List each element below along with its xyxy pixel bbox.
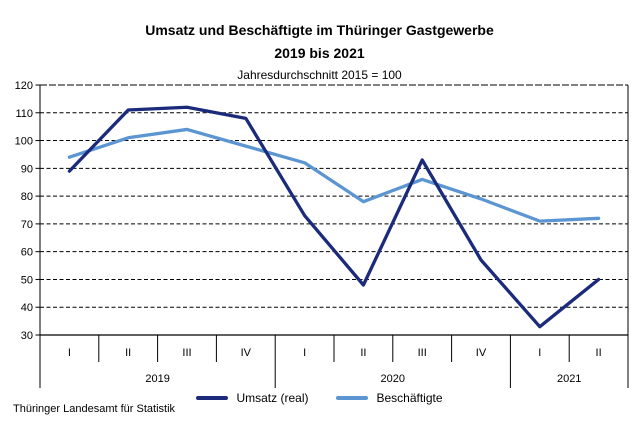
y-tick-label: 50 xyxy=(21,274,33,286)
year-label: 2020 xyxy=(381,373,405,385)
beschaeftigte-line-swatch-icon xyxy=(336,396,369,400)
y-tick-label: 120 xyxy=(15,80,33,92)
y-tick-label: 100 xyxy=(15,136,33,148)
year-label: 2019 xyxy=(145,373,169,385)
year-label: 2021 xyxy=(557,373,581,385)
umsatz-real-line xyxy=(67,105,601,329)
quarter-label: II xyxy=(596,347,602,359)
quarter-label: II xyxy=(360,347,366,359)
y-tick-label: 80 xyxy=(21,191,33,203)
besch-ftigte-line xyxy=(67,127,601,223)
quarter-label: I xyxy=(538,347,541,359)
quarter-label: II xyxy=(125,347,131,359)
quarter-label: I xyxy=(303,347,306,359)
y-tick-label: 70 xyxy=(21,219,33,231)
chart-legend: Umsatz (real) Beschäftigte xyxy=(0,390,639,406)
y-tick-label: 30 xyxy=(21,330,33,342)
y-tick-label: 60 xyxy=(21,247,33,259)
source-note: Thüringer Landesamt für Statistik xyxy=(13,403,176,415)
y-tick-label: 110 xyxy=(15,108,33,120)
chart-title-line1: Umsatz und Beschäftigte im Thüringer Gas… xyxy=(145,22,494,38)
quarter-label: I xyxy=(68,347,71,359)
quarter-label: IV xyxy=(476,347,487,359)
chart-title-line2: 2019 bis 2021 xyxy=(274,45,365,61)
legend-label-umsatz: Umsatz (real) xyxy=(236,391,309,405)
y-tick-label: 90 xyxy=(21,163,33,175)
umsatz-line-swatch-icon xyxy=(196,396,229,400)
legend-label-beschaeftigte: Beschäftigte xyxy=(376,391,443,405)
quarter-label: IV xyxy=(241,347,252,359)
quarter-label: III xyxy=(418,347,427,359)
quarter-label: III xyxy=(182,347,191,359)
legend-item-beschaeftigte: Beschäftigte xyxy=(336,391,443,405)
legend-item-umsatz: Umsatz (real) xyxy=(196,392,308,404)
y-tick-label: 40 xyxy=(21,302,33,314)
chart-subtitle: Jahresdurchschnitt 2015 = 100 xyxy=(237,68,402,82)
